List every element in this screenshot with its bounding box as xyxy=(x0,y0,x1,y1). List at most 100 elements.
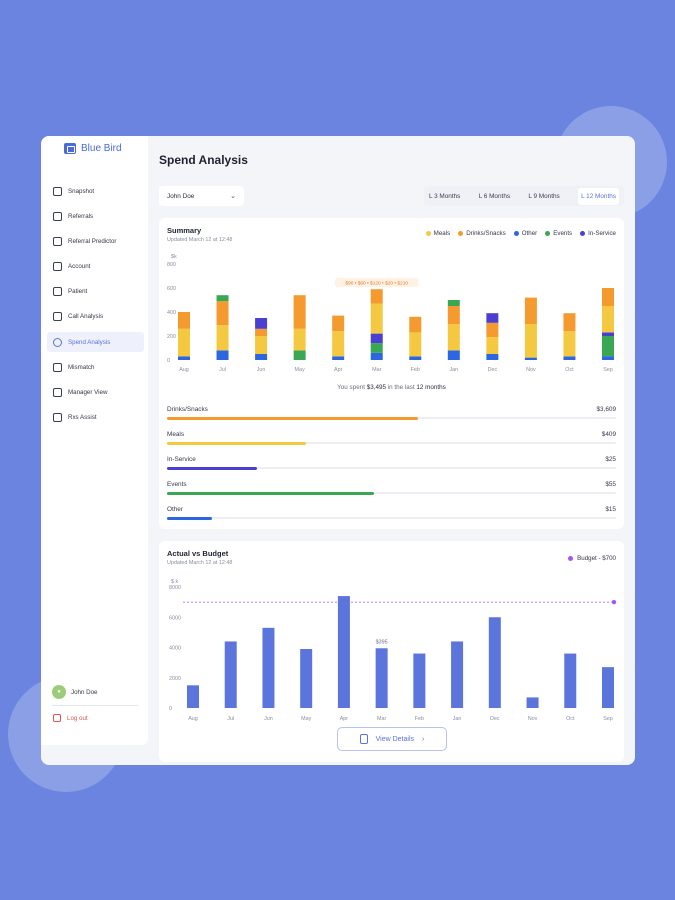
stack-segment xyxy=(409,316,422,333)
y-tick-label: 8000 xyxy=(169,585,181,591)
category-row-meals: Meals $409 xyxy=(167,431,616,453)
y-tick-label: 600 xyxy=(167,286,176,292)
summary-stacked-chart: $k 0 200 400 600 800 Aug Jul Jun May Apr Mar Feb Jan D… xyxy=(167,254,614,373)
snapshot-icon xyxy=(53,186,62,196)
view-details-label: View Details xyxy=(375,735,415,743)
budget-bar-chart: $ k 0 2000 4000 6000 8000 Aug Jul Jun May Apr Mar $3… xyxy=(169,579,617,722)
sidebar-item-mismatch[interactable]: Mismatch xyxy=(47,357,144,377)
x-tick-label: Mar xyxy=(372,367,381,373)
spent-summary: You spent $3,495 in the last 12 months xyxy=(337,384,446,391)
brand-logo[interactable]: Blue Bird xyxy=(64,143,122,154)
sidebar-item-label: Snapshot xyxy=(68,187,95,195)
sidebar-nav: Snapshot Referrals Referral Predictor Accou… xyxy=(47,181,144,433)
category-track xyxy=(167,467,616,469)
sidebar-item-label: Account xyxy=(68,263,91,271)
range-tab-l-9-months[interactable]: L 9 Months xyxy=(528,192,560,200)
category-track xyxy=(167,492,616,494)
sidebar-item-spend-analysis[interactable]: Spend Analysis xyxy=(47,332,144,353)
legend-item: Meals xyxy=(425,230,450,237)
app-window: Blue Bird Snapshot Referrals Referral Pred… xyxy=(41,136,635,765)
summary-legend: Meals Drinks/Snacks Other Events In-Service xyxy=(425,230,616,237)
range-tabs: L 3 Months L 6 Months L 9 Months L 12 Month… xyxy=(424,186,624,206)
tooltip-bg xyxy=(334,278,419,287)
sidebar-item-label: Mismatch xyxy=(68,363,95,371)
sidebar-item-label: Referral Predictor xyxy=(68,237,117,245)
sidebar-item-referral-predictor[interactable]: Referral Predictor xyxy=(47,231,144,251)
x-tick-label: Oct xyxy=(566,716,575,722)
budget-dot-icon xyxy=(568,556,574,561)
predictor-icon xyxy=(53,236,62,246)
sidebar: Blue Bird Snapshot Referrals Referral Pred… xyxy=(41,136,148,745)
sidebar-item-call-analysis[interactable]: Call Analysis xyxy=(47,307,144,327)
category-fill xyxy=(167,442,307,445)
sidebar-item-account[interactable]: Account xyxy=(47,257,144,277)
stack-segment xyxy=(293,295,306,329)
bar-data-label: $395 xyxy=(376,639,388,645)
logout-button[interactable]: Log out xyxy=(53,714,88,722)
call-analysis-icon xyxy=(53,312,62,322)
x-tick-label: Nov xyxy=(528,716,538,722)
referrals-icon xyxy=(53,211,62,221)
category-value: $15 xyxy=(605,506,616,513)
spend-analysis-icon xyxy=(53,337,62,347)
legend-dot-icon xyxy=(425,231,431,236)
budget-bar xyxy=(564,653,577,708)
y-tick-label: 400 xyxy=(167,310,176,316)
budget-title: Actual vs Budget xyxy=(167,549,229,558)
sidebar-item-patient[interactable]: Patient xyxy=(47,282,144,302)
stack-segment xyxy=(370,333,383,344)
x-tick-label: Aug xyxy=(179,367,189,373)
sidebar-item-rxs-assist[interactable]: Rxs Assist xyxy=(47,408,144,428)
sidebar-item-manager-view[interactable]: Manager View xyxy=(47,383,144,403)
x-tick-label: Dec xyxy=(488,367,498,373)
stack-segment xyxy=(563,356,576,360)
stack-segment xyxy=(524,357,537,360)
budget-card: Actual vs Budget Updated March 12 at 12:… xyxy=(159,541,624,762)
y-tick-label: 6000 xyxy=(169,615,181,621)
category-value: $55 xyxy=(605,481,616,488)
account-icon xyxy=(53,262,62,272)
budget-bar xyxy=(526,697,539,708)
view-details-button[interactable]: View Details › xyxy=(337,727,447,751)
sidebar-item-label: Manager View xyxy=(68,389,108,396)
tooltip-label: $90 • $60 • $120 • $20 • $210 xyxy=(345,281,408,287)
patient-icon xyxy=(53,287,62,297)
rxs-assist-icon xyxy=(53,413,62,423)
stack-segment xyxy=(332,331,345,357)
stack-segment xyxy=(486,337,499,354)
category-value: $409 xyxy=(601,431,616,438)
stack-segment xyxy=(602,332,614,336)
y-tick-label: 2000 xyxy=(169,676,181,682)
stack-segment xyxy=(370,289,383,304)
user-name: John Doe xyxy=(71,688,98,696)
x-tick-label: Mar xyxy=(377,716,386,722)
y-tick-label: 200 xyxy=(167,334,176,340)
document-icon xyxy=(359,734,368,744)
sidebar-item-referrals[interactable]: Referrals xyxy=(47,206,144,226)
sidebar-item-snapshot[interactable]: Snapshot xyxy=(47,181,144,201)
category-fill xyxy=(167,467,257,470)
category-value: $3,609 xyxy=(596,406,616,413)
x-tick-label: Oct xyxy=(565,367,574,373)
stack-segment xyxy=(293,328,306,351)
range-tab-l-3-months[interactable]: L 3 Months xyxy=(429,192,461,200)
category-fill xyxy=(167,517,212,520)
stack-segment xyxy=(409,332,422,357)
user-select[interactable]: John Doe ⌄ xyxy=(159,186,244,206)
legend-label: In-Service xyxy=(588,230,616,237)
category-value: $25 xyxy=(605,456,616,463)
stack-segment xyxy=(332,356,345,360)
stack-segment xyxy=(255,328,268,336)
legend-item: In-Service xyxy=(580,230,616,237)
stack-segment xyxy=(216,350,229,360)
category-name: Other xyxy=(167,506,183,513)
stack-segment xyxy=(216,325,229,351)
range-tab-l-6-months[interactable]: L 6 Months xyxy=(478,192,511,200)
category-name: Events xyxy=(167,481,187,488)
range-tab-l-12-months[interactable]: L 12 Months xyxy=(578,187,619,205)
stack-segment xyxy=(370,343,383,353)
user-profile[interactable]: ● John Doe xyxy=(52,685,98,699)
stack-segment xyxy=(563,313,576,332)
stack-segment xyxy=(409,356,422,360)
logout-icon xyxy=(53,714,61,722)
